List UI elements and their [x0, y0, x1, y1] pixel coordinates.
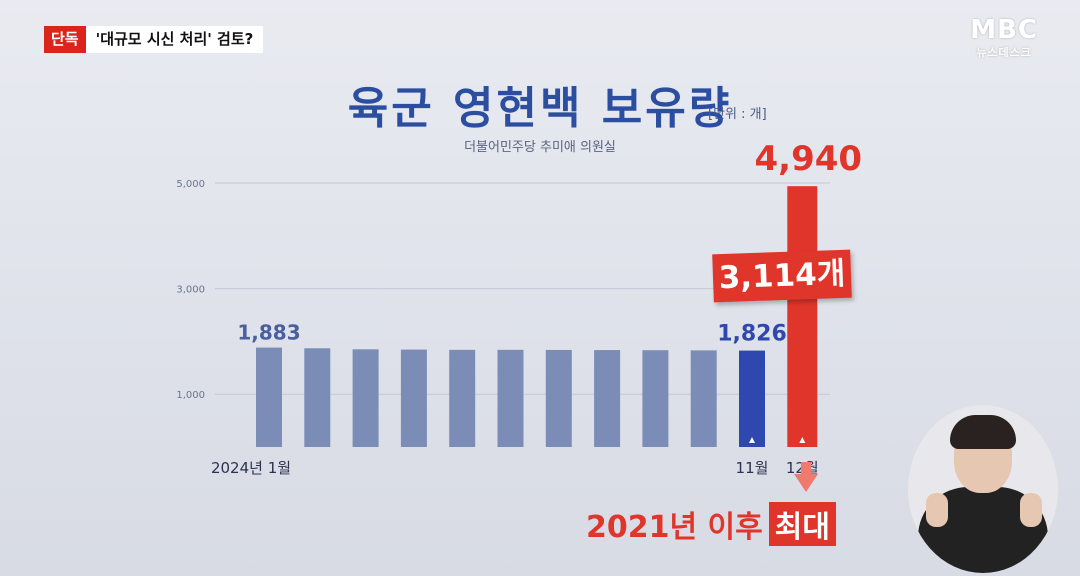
headline-tag: 단독 '대규모 시신 처리' 검토? — [44, 26, 264, 53]
source-label: 더불어민주당 추미애 의원실 — [464, 140, 616, 155]
interpreter-left-hand — [926, 493, 948, 527]
note-text: 2021년 이후 최대 — [586, 502, 836, 546]
chart-title: 육군 영현백 보유량 — [347, 83, 733, 134]
interpreter-right-hand — [1020, 493, 1042, 527]
x-tick-label: 11월 — [736, 459, 769, 477]
bar — [787, 186, 818, 447]
difference-callout: 3,114개 — [712, 249, 852, 303]
data-label: 4,940 — [755, 139, 863, 179]
headline-text: '대규모 시신 처리' 검토? — [85, 26, 264, 53]
bar — [545, 349, 572, 447]
logo-main: MBC — [970, 15, 1038, 45]
x-tick-label: 2024년 1월 — [211, 459, 291, 477]
y-tick-label: 5,000 — [176, 179, 205, 190]
bar — [594, 350, 621, 447]
bar — [352, 349, 379, 447]
bar — [449, 349, 476, 447]
chart-title-wrap: 육군 영현백 보유량 — [0, 72, 1080, 136]
interpreter-hair — [950, 415, 1016, 449]
down-arrow-icon — [794, 474, 818, 492]
bar — [642, 350, 669, 447]
bar — [497, 349, 524, 447]
data-label: 1,826 — [717, 322, 787, 347]
unit-label: [단위 : 개] — [708, 107, 767, 122]
y-tick-label: 3,000 — [176, 285, 205, 296]
y-tick-label: 1,000 — [176, 390, 205, 401]
logo-sub: 뉴스데스크 — [976, 46, 1032, 59]
bar — [400, 349, 427, 447]
bar-marker-icon — [749, 437, 755, 443]
bar — [739, 350, 765, 447]
bar-marker-icon — [799, 437, 806, 443]
broadcaster-logo: MBC 뉴스데스크 — [970, 16, 1038, 60]
bar — [690, 350, 717, 447]
note-highlight: 최대 — [768, 502, 836, 546]
bar — [256, 347, 282, 447]
bar — [304, 348, 331, 447]
sign-language-interpreter — [908, 405, 1058, 573]
arrow-stem — [801, 462, 811, 476]
data-label: 1,883 — [237, 321, 300, 345]
note-label: 2021년 이후 — [586, 510, 763, 545]
exclusive-badge: 단독 — [44, 26, 86, 53]
